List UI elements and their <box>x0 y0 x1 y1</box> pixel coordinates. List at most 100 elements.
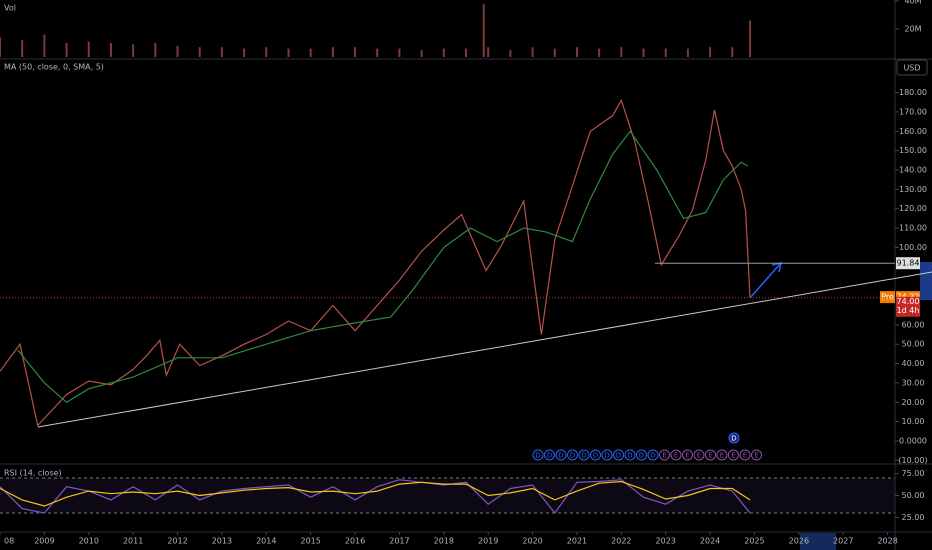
volume-bar <box>265 47 268 57</box>
event-label: D <box>639 452 644 460</box>
level-label: 91.84 <box>897 259 920 268</box>
volume-bar <box>420 49 423 57</box>
event-label: D <box>616 452 621 460</box>
series-line <box>17 130 749 404</box>
event-label: E <box>708 452 712 460</box>
y-tick-label: 180.00 <box>899 88 927 97</box>
event-label: D <box>581 452 586 460</box>
y-tick-label: 100.00 <box>899 243 927 252</box>
volume-bar <box>309 48 312 57</box>
volume-bar <box>87 41 90 57</box>
volume-bar <box>642 48 645 57</box>
event-marker <box>647 449 659 461</box>
volume-bar <box>21 40 24 57</box>
last-box <box>896 296 920 317</box>
x-tick-label: 2018 <box>434 537 454 546</box>
event-marker <box>659 449 670 461</box>
volume-bar <box>331 47 334 57</box>
event-label: D <box>650 452 655 460</box>
volume-bar <box>509 49 512 57</box>
x-tick-label: 2021 <box>567 537 587 546</box>
event-marker <box>728 449 739 461</box>
volume-bar <box>686 48 689 57</box>
event-marker <box>624 449 636 461</box>
volume-bar <box>709 47 712 57</box>
event-marker <box>716 449 728 461</box>
y-tick-label: 110.00 <box>899 224 927 233</box>
y-tick-label: 150.00 <box>899 146 927 155</box>
event-label: E <box>697 452 701 460</box>
pre-tag-label: Pre <box>881 293 894 302</box>
x-tick-label: 2013 <box>212 537 232 546</box>
pre-tag <box>880 291 895 304</box>
event-label: D <box>593 452 598 460</box>
currency[interactable]: USD <box>903 64 920 73</box>
y-tick-label: 0.0000 <box>899 436 927 445</box>
event-marker <box>532 449 544 461</box>
event-label: E <box>685 452 689 460</box>
event-label: E <box>754 452 758 460</box>
y-tick-label: 10.00 <box>902 417 925 426</box>
countdown: 1d 4h <box>897 306 920 315</box>
volume-bar <box>465 48 467 57</box>
event-label: E <box>662 452 666 460</box>
volume-bar <box>354 47 357 57</box>
event-marker <box>739 449 751 461</box>
event-marker <box>682 449 693 461</box>
y-tick-label: 160.00 <box>899 127 927 136</box>
event-marker <box>613 449 624 461</box>
x-tick-label: 2020 <box>522 537 542 546</box>
series-line <box>0 480 751 507</box>
x-tick-label: 2028 <box>877 537 897 546</box>
volume-bar <box>43 34 46 57</box>
event-label: D <box>558 452 563 460</box>
volume-bar <box>749 20 752 57</box>
y-tick-label: 50.00 <box>902 491 925 500</box>
arrow <box>749 263 781 299</box>
volume-bar <box>442 48 445 57</box>
y-tick-label: 60.00 <box>902 320 925 329</box>
y-tick-label: (10.00) <box>898 456 927 465</box>
volume-bar <box>198 47 201 57</box>
y-tick-label: 120.00 <box>899 204 927 213</box>
x-tick-label: 2023 <box>656 537 676 546</box>
volume-bar <box>220 47 223 57</box>
x-tick-label: 2027 <box>833 537 853 546</box>
volume-bar <box>0 37 1 57</box>
event-label: D <box>604 452 609 460</box>
x-tick-label: 2012 <box>167 537 187 546</box>
x-tick-label: 2014 <box>256 537 276 546</box>
y-tick-label: 130.00 <box>899 185 927 194</box>
volume-title: Vol <box>4 4 16 13</box>
x-tick-label: 2025 <box>744 537 764 546</box>
x-tick-label: 2022 <box>611 537 631 546</box>
volume-bar <box>398 48 401 57</box>
event-label: D <box>547 452 552 460</box>
volume-bar <box>176 45 179 57</box>
x-tick-label: 2019 <box>478 537 498 546</box>
event-marker <box>590 449 601 461</box>
volume-bar <box>243 48 246 57</box>
y-tick-label: 20M <box>904 24 921 33</box>
volume-bar <box>553 48 556 57</box>
rsi-title: RSI (14, close) <box>4 469 62 478</box>
volume-bar <box>731 47 734 57</box>
event-marker <box>751 449 762 461</box>
y-tick-label: 20.00 <box>902 398 925 407</box>
event-label: D <box>627 452 632 460</box>
volume-bar <box>620 47 623 57</box>
series-line <box>0 479 751 514</box>
y-tick-label: 40M <box>904 0 921 5</box>
x-tick-label: 2011 <box>123 537 143 546</box>
event-marker <box>601 449 613 461</box>
event-marker <box>693 449 705 461</box>
currency-button[interactable] <box>896 59 928 76</box>
event-marker <box>578 449 590 461</box>
y-tick-label: 75.00 <box>902 469 925 478</box>
level-box <box>896 257 920 270</box>
x-tick-label: 2010 <box>79 537 99 546</box>
volume-bar <box>664 48 667 57</box>
y-tick-label: 30.00 <box>902 378 925 387</box>
